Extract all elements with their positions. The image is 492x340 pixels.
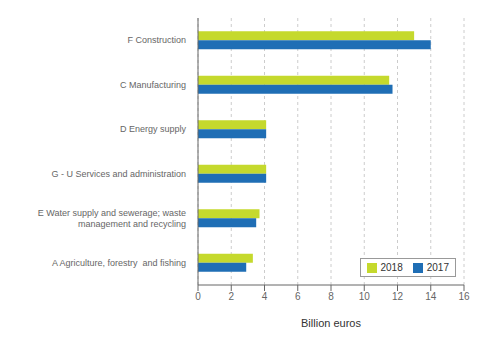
svg-text:4: 4: [262, 291, 268, 302]
svg-text:6: 6: [295, 291, 301, 302]
svg-text:0: 0: [195, 291, 201, 302]
html-text:2018: 2018: [380, 262, 403, 273]
svg-text:12: 12: [392, 291, 404, 302]
svg-text:2: 2: [228, 291, 234, 302]
svg-text:C Manufacturing: C Manufacturing: [120, 80, 186, 90]
svg-text:D Energy supply: D Energy supply: [120, 124, 187, 134]
svg-text:F Construction: F Construction: [127, 35, 186, 45]
svg-text:A Agriculture, forestry and f: A Agriculture, forestry and fishing: [52, 258, 186, 268]
svg-text:14: 14: [425, 291, 437, 302]
svg-text:8: 8: [328, 291, 334, 302]
svg-text:Billion euros: Billion euros: [301, 317, 361, 329]
svg-text:G - U Services and administrat: G - U Services and administration: [51, 169, 186, 179]
svg-text:10: 10: [359, 291, 371, 302]
html-text:2017: 2017: [426, 262, 449, 273]
svg-text:16: 16: [458, 291, 470, 302]
svg-text:E Water supply and sewerage; w: E Water supply and sewerage; wastemanage…: [38, 208, 186, 229]
